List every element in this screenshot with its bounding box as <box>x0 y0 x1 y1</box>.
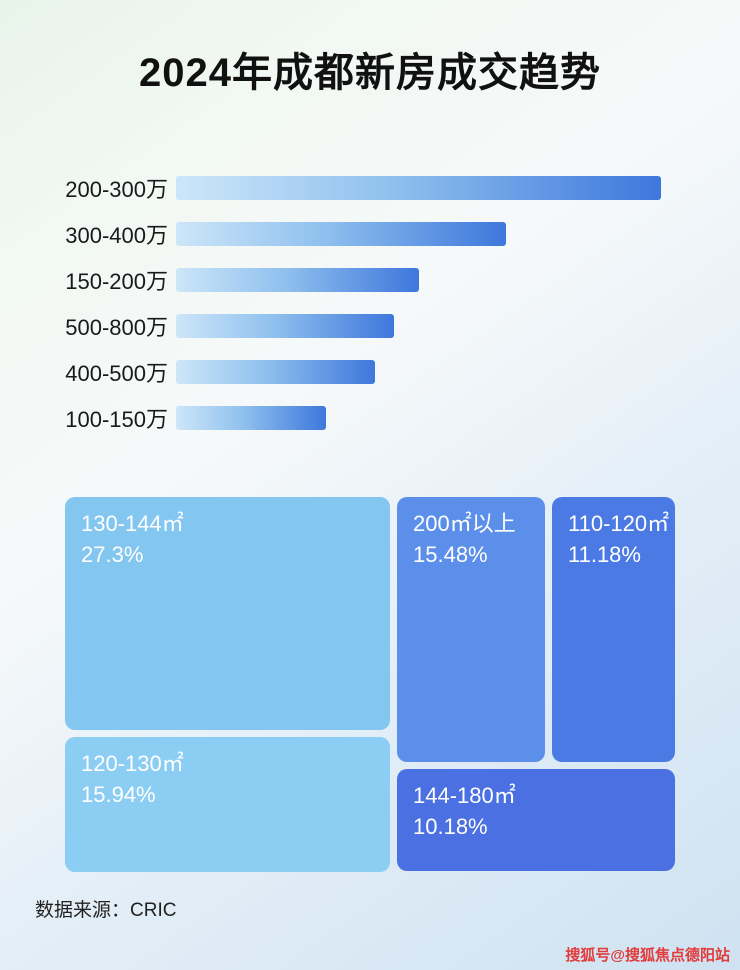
watermark-text: 搜狐号@搜狐焦点德阳站 <box>565 947 730 964</box>
treemap-right-top-row: 200㎡以上 15.48% 110-120㎡ 11.18% <box>397 497 675 762</box>
bar-category-label: 150-200万 <box>65 269 168 294</box>
data-source-label: 数据来源：CRIC <box>35 900 177 921</box>
bar-track <box>176 360 661 384</box>
bar-400-500 <box>176 360 375 384</box>
bar-100-150 <box>176 406 327 430</box>
bar-row: 400-500万 <box>35 360 740 386</box>
treemap-block-200-plus: 200㎡以上 15.48% <box>397 497 545 762</box>
bar-500-800 <box>176 314 395 338</box>
treemap-value: 27.3% <box>81 541 144 567</box>
treemap-label: 120-130㎡ <box>81 751 184 776</box>
treemap-left-column: 130-144㎡ 27.3% 120-130㎡ 15.94% <box>65 497 390 872</box>
page-title: 2024年成都新房成交趋势 <box>139 51 601 95</box>
treemap-block-130-144: 130-144㎡ 27.3% <box>65 497 390 730</box>
bar-row: 500-800万 <box>35 314 740 340</box>
bar-200-300 <box>176 176 661 200</box>
bar-category-label: 300-400万 <box>65 223 168 248</box>
bar-track <box>176 176 661 200</box>
bar-row: 200-300万 <box>35 176 740 202</box>
bar-row: 100-150万 <box>35 406 740 432</box>
bar-track <box>176 222 661 246</box>
treemap-label: 110-120㎡ <box>568 511 670 536</box>
bar-track <box>176 268 661 292</box>
bar-category-label: 100-150万 <box>65 407 168 432</box>
treemap-label: 200㎡以上 <box>413 511 516 536</box>
treemap-block-144-180: 144-180㎡ 10.18% <box>397 769 675 871</box>
treemap-value: 10.18% <box>413 813 488 839</box>
bar-150-200 <box>176 268 419 292</box>
treemap-block-110-120: 110-120㎡ 11.18% <box>552 497 675 762</box>
treemap-value: 15.94% <box>81 781 156 807</box>
treemap-value: 15.48% <box>413 541 488 567</box>
bar-category-label: 400-500万 <box>65 361 168 386</box>
area-share-treemap: 130-144㎡ 27.3% 120-130㎡ 15.94% 200㎡以上 15… <box>65 497 675 872</box>
price-range-bar-chart: 200-300万 300-400万 150-200万 500-800万 400-… <box>35 176 740 432</box>
treemap-block-120-130: 120-130㎡ 15.94% <box>65 737 390 872</box>
bar-category-label: 200-300万 <box>65 177 168 202</box>
treemap-right-column: 200㎡以上 15.48% 110-120㎡ 11.18% 144-180㎡ 1… <box>397 497 675 872</box>
bar-category-label: 500-800万 <box>65 315 168 340</box>
treemap-label: 144-180㎡ <box>413 783 516 808</box>
bar-track <box>176 314 661 338</box>
bar-300-400 <box>176 222 506 246</box>
bar-row: 150-200万 <box>35 268 740 294</box>
treemap-label: 130-144㎡ <box>81 511 184 536</box>
treemap-value: 11.18% <box>568 541 641 567</box>
bar-track <box>176 406 661 430</box>
bar-row: 300-400万 <box>35 222 740 248</box>
